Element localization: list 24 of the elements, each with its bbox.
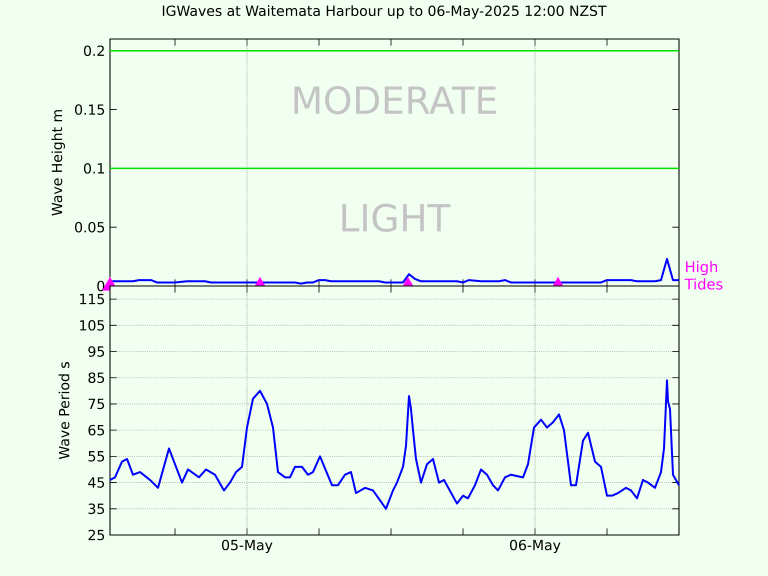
y-tick-label: 95 [88, 346, 104, 357]
y-tick-label: 75 [88, 398, 104, 410]
y-tick-label: 0.15 [75, 104, 104, 115]
y-tick-label: 45 [88, 477, 104, 488]
y-tick-label: 35 [88, 503, 104, 514]
y-tick-label: 25 [88, 530, 104, 540]
x-tick-label: 05-May [222, 540, 272, 554]
y-tick-label: 65 [88, 424, 104, 436]
y-tick-label: 0.2 [84, 45, 104, 56]
chart-title: IGWaves at Waitemata Harbour up to 06-May-2025 12:00 NZST [162, 5, 607, 19]
line-series [109, 379, 680, 510]
y-tick-label: 0 [97, 280, 104, 292]
y-tick-label: 105 [80, 320, 104, 331]
ref-line-label: MODERATE [294, 86, 496, 114]
y-axis-title: Wave Period s [58, 362, 70, 460]
y-tick-label: 85 [88, 372, 104, 384]
y-tick-label: 115 [80, 294, 104, 304]
y-tick-label: 0.1 [84, 163, 104, 174]
text: High Tides [684, 260, 722, 290]
ref-line-label: LIGHT [342, 204, 450, 232]
x-tick-label: 06-May [510, 540, 560, 554]
y-tick-label: 55 [88, 451, 104, 462]
y-tick-label: 0.05 [75, 222, 104, 232]
y-axis-title: Wave Height m [51, 110, 65, 216]
